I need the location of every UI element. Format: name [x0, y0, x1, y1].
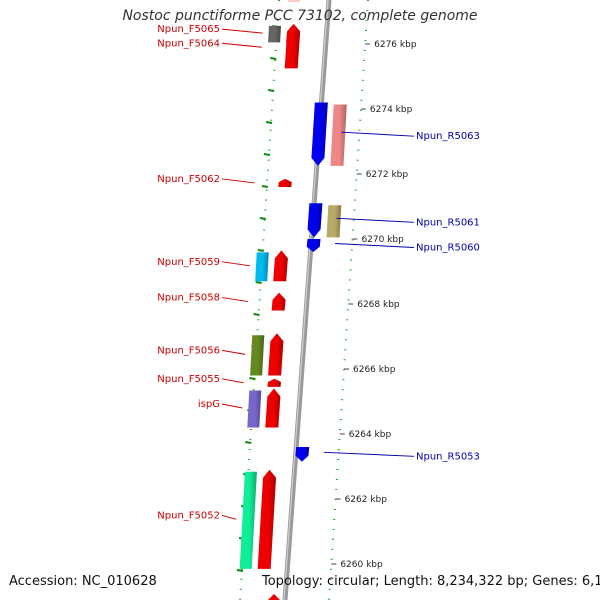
outer-track-left — [239, 0, 280, 601]
summary-text: Topology: circular; Length: 8,234,322 bp… — [262, 574, 600, 589]
track-dash — [236, 569, 244, 572]
gene-partial-top — [288, 0, 300, 2]
track-dash — [257, 249, 264, 252]
connector-npun-r5061 — [336, 217, 415, 223]
label-npun-r5061: Npun_R5061 — [416, 217, 480, 228]
gene-cog-npun-r5063-shade — [330, 104, 347, 166]
connector-ispg — [221, 403, 243, 409]
gene-npun-f5062-shade — [278, 178, 292, 187]
connector-npun-f5055 — [221, 378, 244, 384]
gene-cog-npun-f5065-shade — [268, 25, 281, 43]
label-npun-f5056: Npun_F5056 — [157, 345, 220, 356]
connector-npun-r5053 — [323, 451, 415, 457]
label-npun-f5052: Npun_F5052 — [157, 510, 220, 521]
ruler-tick-label: 6276 kbp — [374, 40, 417, 50]
track-dash — [253, 313, 260, 316]
gene-partial-bottom — [268, 594, 280, 600]
track-dash — [267, 89, 275, 92]
track-dash — [245, 441, 252, 444]
ruler-tick-label: 6268 kbp — [357, 300, 400, 310]
genome-backbone — [282, 0, 332, 601]
accession-text: Accession: NC_010628 — [9, 574, 157, 589]
ruler-tick-label: 6272 kbp — [366, 170, 409, 180]
label-npun-r5063: Npun_R5063 — [416, 131, 480, 142]
genome-backbone-highlight — [283, 0, 329, 601]
label-npun-f5058: Npun_F5058 — [157, 293, 220, 304]
connector-npun-f5058 — [221, 297, 249, 303]
label-npun-f5065: Npun_F5065 — [157, 24, 220, 35]
gene-npun-f5064-shade — [284, 26, 300, 69]
connector-npun-f5062 — [221, 178, 255, 184]
connector-npun-f5065 — [221, 28, 263, 34]
connector-npun-f5052 — [221, 514, 237, 520]
track-dash — [249, 377, 256, 380]
label-ispg: ispG — [198, 399, 220, 410]
track-dash — [261, 185, 269, 188]
gene-npun-f5055-shade — [267, 378, 281, 387]
gene-npun-f5056-shade — [268, 333, 284, 376]
label-npun-f5059: Npun_F5059 — [157, 257, 220, 268]
track-dash — [265, 121, 273, 124]
connector-npun-f5056 — [221, 349, 246, 355]
track-dash — [263, 153, 271, 156]
gene-cog-ispg-shade — [247, 390, 262, 428]
gene-npun-r5053-shade — [295, 447, 310, 462]
track-dash — [270, 57, 277, 60]
ruler-tick-label: 6264 kbp — [349, 430, 392, 440]
gene-npun-r5061-shade — [307, 203, 323, 238]
label-npun-f5055: Npun_F5055 — [157, 374, 220, 385]
ruler-tick-label: 6262 kbp — [345, 495, 388, 505]
label-npun-r5060: Npun_R5060 — [416, 243, 480, 254]
label-npun-f5062: Npun_F5062 — [157, 174, 220, 185]
gene-npun-f5059-shade — [273, 250, 288, 282]
ruler-tick-label: 6266 kbp — [353, 365, 396, 375]
label-npun-f5064: Npun_F5064 — [157, 38, 220, 49]
connector-npun-f5059 — [221, 261, 251, 267]
gene-cog-npun-f5056-shade — [250, 335, 265, 376]
track-dash — [255, 281, 262, 284]
connector-npun-r5063 — [341, 131, 415, 137]
gene-npun-f5058-shade — [271, 292, 286, 311]
map-title: Nostoc punctiforme PCC 73102, complete g… — [122, 8, 478, 24]
ruler-tick-label: 6274 kbp — [370, 105, 413, 115]
gene-ispg-shade — [265, 388, 281, 428]
gene-cog-npun-f5059-shade — [255, 252, 269, 282]
connector-npun-f5064 — [221, 42, 262, 48]
gene-npun-r5063-shade — [311, 102, 328, 166]
ruler-tick-label: 6270 kbp — [361, 235, 404, 245]
gene-cog-npun-f5052-shade — [239, 471, 257, 569]
outer-track-right — [328, 0, 369, 601]
gene-npun-r5060-shade — [306, 239, 321, 252]
connector-npun-r5060 — [335, 243, 415, 248]
gene-npun-f5052-shade — [257, 469, 277, 569]
ruler-tick-label: 6260 kbp — [340, 560, 383, 570]
label-npun-r5053: Npun_R5053 — [416, 451, 480, 462]
track-dash — [259, 217, 266, 220]
gene-cog-npun-r5061-shade — [326, 205, 342, 238]
